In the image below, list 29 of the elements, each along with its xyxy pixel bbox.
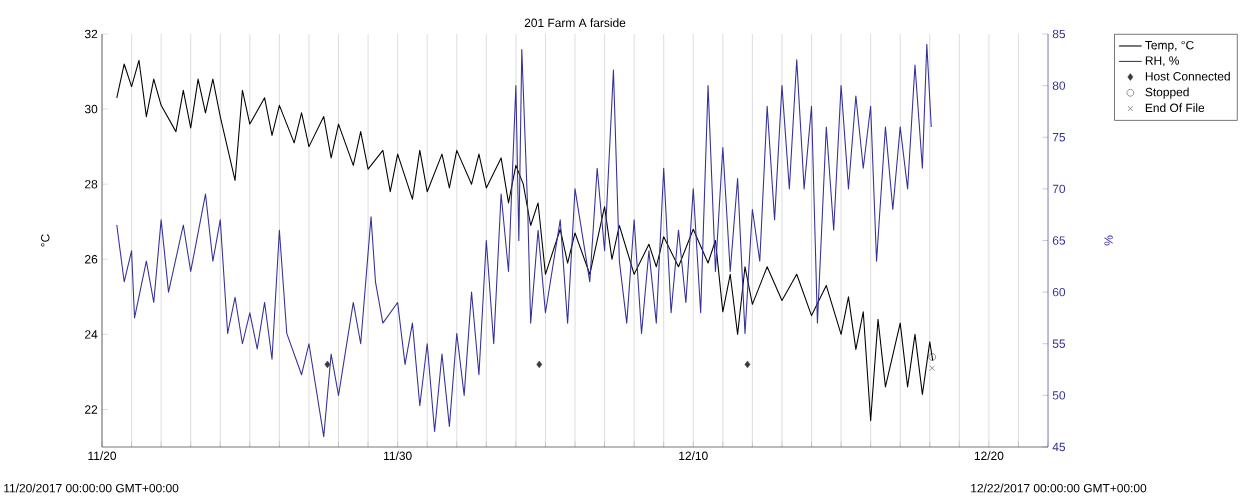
y-tick-label: 30 xyxy=(84,104,98,114)
y2-tick-label: 55 xyxy=(1052,339,1066,348)
y-tick-label: 28 xyxy=(85,179,98,189)
text: 12/22/2017 00:00:00 GMT+00:00 xyxy=(971,483,1147,493)
chart-title: 201 Farm A farside xyxy=(524,18,626,28)
legend-label: End Of File xyxy=(1145,103,1205,113)
y-tick-label: 24 xyxy=(85,330,98,339)
legend-label: Stopped xyxy=(1145,87,1189,99)
legend-label: RH, % xyxy=(1145,56,1179,67)
y2-tick-label: 75 xyxy=(1052,133,1066,142)
legend-label: Host Connected xyxy=(1145,71,1230,81)
y-tick-label: 22 xyxy=(85,405,98,414)
y-tick-label: 26 xyxy=(85,255,98,264)
x-tick-label: 11/30 xyxy=(384,451,412,461)
y2-tick-label: 60 xyxy=(1052,287,1066,297)
y2-tick-label: 65 xyxy=(1052,236,1066,245)
x-tick-label: 12/20 xyxy=(974,451,1004,461)
y2-tick-label: 85 xyxy=(1052,29,1066,39)
legend-label: Temp, °C xyxy=(1145,40,1194,52)
y2-tick-label: 45 xyxy=(1052,442,1066,452)
y-tick-label: 32 xyxy=(84,29,98,39)
y2-axis-title: % xyxy=(1104,235,1113,246)
y-axis-title: °C xyxy=(41,234,50,247)
x-tick-label: 11/20 xyxy=(88,451,117,461)
y2-tick-label: 50 xyxy=(1052,391,1066,400)
y2-tick-label: 80 xyxy=(1052,81,1066,90)
y2-tick-label: 70 xyxy=(1052,184,1066,194)
text: 11/20/2017 00:00:00 GMT+00:00 xyxy=(4,483,179,493)
x-tick-label: 12/10 xyxy=(679,451,708,461)
